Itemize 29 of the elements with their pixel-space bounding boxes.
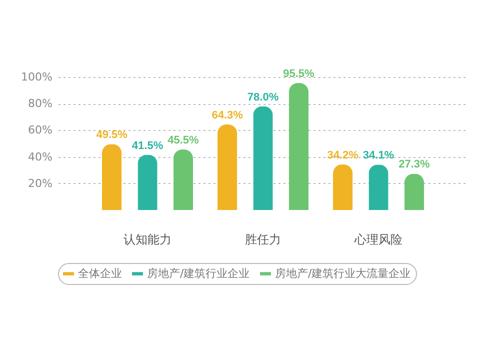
bar [217,124,238,210]
legend-label: 房地产/建筑行业大流量企业 [275,266,411,280]
legend-label: 全体企业 [78,266,122,280]
data-label: 45.5% [168,134,200,146]
bar [138,154,158,210]
bar [102,144,122,210]
bar [288,82,309,210]
x-tick-label: 心理风险 [353,232,402,246]
data-label: 41.5% [132,140,164,152]
data-label: 78.0% [247,91,279,104]
x-tick-label: 认知能力 [124,232,172,246]
data-label: 64.3% [212,109,244,122]
legend-label: 房地产/建筑行业企业 [147,266,250,280]
y-tick-label: 100% [21,70,52,84]
data-label: 95.5% [283,68,315,80]
bar [332,164,353,210]
data-label: 49.5% [96,129,128,142]
y-tick-label: 40% [28,150,52,164]
data-label: 34.1% [362,150,394,162]
data-label: 34.2% [327,150,359,162]
bar [368,164,388,210]
y-tick-label: 60% [28,124,52,137]
bar [173,149,194,210]
y-tick-label: 80% [28,97,52,110]
bar [253,106,273,210]
x-tick-label: 胜任力 [245,232,281,246]
data-label: 27.3% [398,158,430,171]
y-tick-label: 20% [28,176,52,190]
bar [404,174,424,210]
